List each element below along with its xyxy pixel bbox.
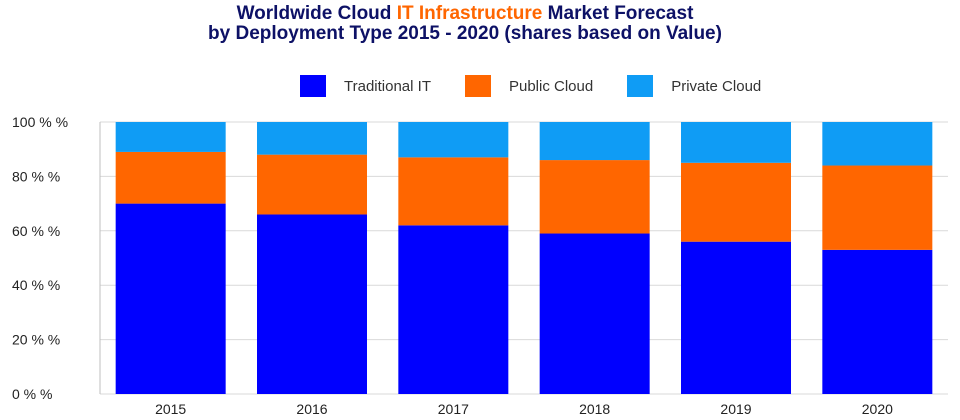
chart-legend: Traditional IT Public Cloud Private Clou… bbox=[300, 74, 795, 98]
bar-segment-traditional-it bbox=[115, 203, 226, 394]
bar-segment-traditional-it bbox=[398, 225, 509, 394]
y-tick-label: 100 % % bbox=[12, 114, 68, 130]
x-tick-label: 2019 bbox=[720, 401, 751, 417]
legend-swatch-private-cloud bbox=[627, 75, 654, 97]
x-tick-label: 2018 bbox=[579, 401, 610, 417]
bar-segment-public-cloud bbox=[115, 151, 226, 204]
bar-segment-public-cloud bbox=[539, 160, 650, 234]
legend-label-public-cloud: Public Cloud bbox=[508, 77, 594, 95]
bar-segment-traditional-it bbox=[681, 241, 791, 394]
bar-segment-public-cloud bbox=[822, 165, 933, 250]
chart-title-line-1: Worldwide Cloud IT Infrastructure Market… bbox=[0, 4, 930, 24]
bar-segment-private-cloud bbox=[539, 122, 650, 161]
y-tick-label: 40 % % bbox=[12, 277, 60, 293]
y-tick-label: 60 % % bbox=[12, 223, 60, 239]
bar-segment-public-cloud bbox=[681, 162, 791, 242]
bar-segment-traditional-it bbox=[539, 233, 650, 394]
legend-item-private-cloud: Private Cloud bbox=[627, 75, 761, 97]
bar-segment-private-cloud bbox=[681, 122, 791, 163]
bar-segment-private-cloud bbox=[822, 122, 933, 166]
bar-segment-traditional-it bbox=[822, 249, 933, 394]
y-tick-label: 80 % % bbox=[12, 168, 60, 184]
legend-item-traditional-it: Traditional IT bbox=[300, 75, 431, 97]
legend-label-private-cloud: Private Cloud bbox=[671, 77, 762, 95]
x-tick-label: 2015 bbox=[155, 401, 186, 417]
legend-swatch-public-cloud bbox=[464, 75, 491, 97]
legend-item-public-cloud: Public Cloud bbox=[464, 75, 594, 97]
bar-segment-traditional-it bbox=[257, 214, 367, 394]
chart-title: Worldwide Cloud IT Infrastructure Market… bbox=[0, 4, 930, 44]
title-part-1: Worldwide Cloud bbox=[236, 3, 397, 24]
bar-segment-public-cloud bbox=[257, 154, 367, 215]
x-tick-label: 2016 bbox=[296, 401, 327, 417]
title-part-2: Market Forecast bbox=[542, 3, 694, 24]
title-highlight: IT Infrastructure bbox=[396, 3, 543, 24]
legend-swatch-traditional-it bbox=[300, 75, 326, 97]
bar-segment-private-cloud bbox=[398, 122, 509, 158]
chart-title-line-2: by Deployment Type 2015 - 2020 (shares b… bbox=[208, 23, 722, 44]
legend-label-traditional-it: Traditional IT bbox=[344, 77, 431, 95]
x-tick-label: 2017 bbox=[438, 401, 469, 417]
y-tick-label: 20 % % bbox=[12, 332, 60, 348]
bar-segment-private-cloud bbox=[257, 122, 367, 155]
bar-segment-private-cloud bbox=[115, 122, 226, 152]
y-tick-label: 0 % % bbox=[12, 386, 52, 402]
x-tick-label: 2020 bbox=[862, 401, 893, 417]
bar-segment-public-cloud bbox=[398, 157, 509, 226]
